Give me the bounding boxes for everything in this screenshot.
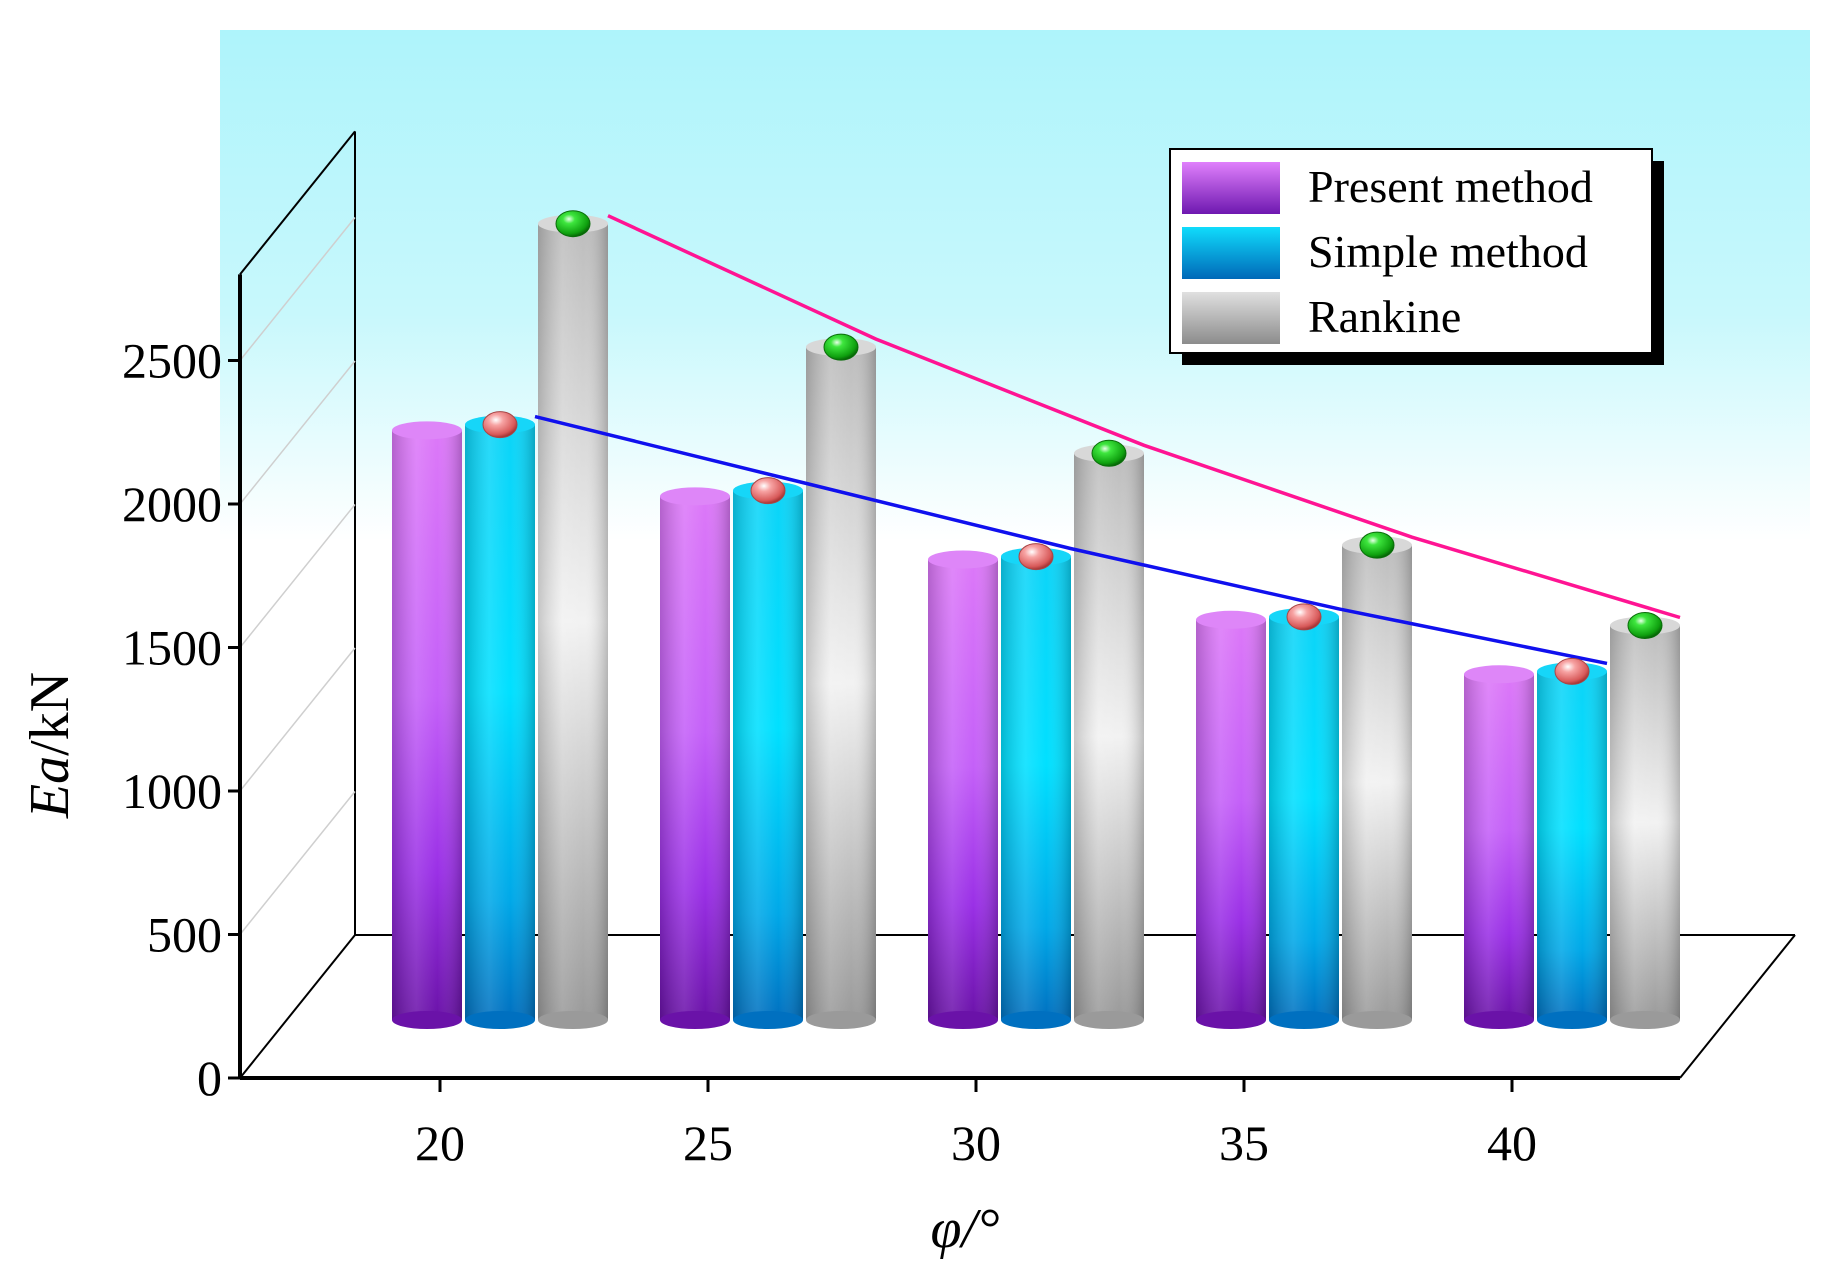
- bar-shade: [392, 430, 462, 1021]
- y-tick-label: 1500: [122, 620, 222, 676]
- bar-shade: [1001, 556, 1071, 1020]
- bar-present-method-25: [660, 487, 730, 1029]
- bar-rankine-20: [538, 214, 608, 1029]
- trend-marker: [555, 210, 591, 238]
- trend-marker: [1554, 657, 1590, 685]
- y-tick-label: 1000: [122, 763, 222, 819]
- trend-marker: [1018, 543, 1054, 571]
- trend-marker: [1091, 439, 1127, 467]
- legend-label-present: Present method: [1308, 161, 1593, 212]
- x-tick-label: 35: [1219, 1115, 1269, 1171]
- bar-simple-method-40: [1537, 662, 1607, 1029]
- y-tick-label: 2500: [122, 333, 222, 389]
- trend-line: [607, 214, 1681, 620]
- bar-simple-method-25: [733, 481, 803, 1029]
- bar-shade: [1537, 671, 1607, 1020]
- trend-line: [534, 414, 1608, 666]
- left-wall-top-edge: [239, 130, 356, 276]
- bar-shade: [1464, 674, 1534, 1020]
- trend-marker: [1286, 603, 1322, 631]
- x-tick-label: 30: [951, 1115, 1001, 1171]
- bar-base: [1269, 1011, 1339, 1029]
- bar-shade: [1610, 625, 1680, 1020]
- bar-top: [1196, 610, 1266, 629]
- bar-present-method-30: [928, 550, 998, 1029]
- x-tick-label: 25: [683, 1115, 733, 1171]
- bar-base: [1610, 1011, 1680, 1029]
- trend-marker: [1627, 612, 1663, 640]
- bar-base: [928, 1011, 998, 1029]
- bar-rankine-40: [1610, 616, 1680, 1029]
- bar-shade: [733, 490, 803, 1020]
- y-tick-labels: 0 500 1000 1500 2000 2500: [122, 333, 222, 1107]
- bar-top: [392, 421, 462, 440]
- bar-base: [1074, 1011, 1144, 1029]
- bar-rankine-25: [806, 338, 876, 1029]
- trend-marker: [750, 477, 786, 505]
- bar-base: [1464, 1011, 1534, 1029]
- y-tick-label: 2000: [122, 476, 222, 532]
- bar-base: [806, 1011, 876, 1029]
- bar-base: [1001, 1011, 1071, 1029]
- bar-shade: [538, 223, 608, 1020]
- bar-shade: [1269, 616, 1339, 1020]
- x-tick-label: 40: [1487, 1115, 1537, 1171]
- legend-swatch-rankine: [1182, 292, 1280, 344]
- bar-shade: [1342, 545, 1412, 1020]
- y-axis-label: Ea/kN: [19, 672, 81, 819]
- bar-rankine-30: [1074, 444, 1144, 1029]
- trend-marker: [1359, 531, 1395, 559]
- bar-rankine-35: [1342, 536, 1412, 1029]
- bar-simple-method-20: [465, 415, 535, 1029]
- grid-line: [239, 360, 356, 505]
- trend-lines: [482, 210, 1681, 685]
- grid-line: [239, 647, 356, 792]
- legend-swatch-simple: [1182, 227, 1280, 279]
- legend-label-simple: Simple method: [1308, 226, 1588, 277]
- bar-shade: [660, 496, 730, 1020]
- grid-line: [239, 791, 356, 935]
- grid-line: [239, 217, 356, 361]
- bar-present-method-35: [1196, 610, 1266, 1029]
- bar-present-method-40: [1464, 665, 1534, 1029]
- bar-top: [660, 487, 730, 506]
- legend: Present method Simple method Rankine: [1169, 148, 1664, 365]
- trend-marker: [823, 333, 859, 361]
- bar-base: [1342, 1011, 1412, 1029]
- bar-base: [465, 1011, 535, 1029]
- bar-top: [928, 550, 998, 569]
- legend-label-rankine: Rankine: [1308, 291, 1461, 342]
- bar-shade: [1196, 619, 1266, 1020]
- bar-base: [1537, 1011, 1607, 1029]
- legend-swatch-present: [1182, 162, 1280, 214]
- bar-shade: [1074, 453, 1144, 1020]
- x-tick-labels: 20 25 30 35 40: [415, 1115, 1537, 1171]
- floor-right-edge: [1679, 934, 1796, 1079]
- y-tick-label: 500: [147, 907, 222, 963]
- bar-base: [660, 1011, 730, 1029]
- x-axis-label: φ/°: [931, 1198, 1000, 1260]
- bar-top: [1464, 665, 1534, 684]
- bar-shade: [465, 424, 535, 1020]
- bar-simple-method-35: [1269, 607, 1339, 1029]
- bar-base: [392, 1011, 462, 1029]
- bar-present-method-20: [392, 421, 462, 1029]
- bar-base: [733, 1011, 803, 1029]
- grid-line: [239, 504, 356, 648]
- bar-base: [538, 1011, 608, 1029]
- bar-base: [1196, 1011, 1266, 1029]
- bar-shade: [806, 347, 876, 1020]
- y-tick-label: 0: [197, 1050, 222, 1106]
- bar-shade: [928, 559, 998, 1020]
- bars-group: [392, 214, 1680, 1029]
- x-tick-label: 20: [415, 1115, 465, 1171]
- trend-marker: [482, 411, 518, 439]
- floor-left-edge: [239, 934, 356, 1079]
- bar-simple-method-30: [1001, 547, 1071, 1029]
